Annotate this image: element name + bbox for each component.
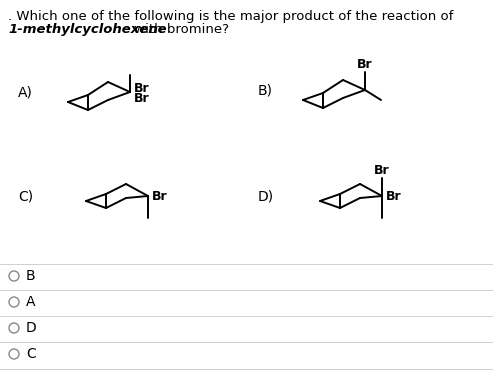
Text: 1-methylcyclohexene: 1-methylcyclohexene <box>8 23 167 36</box>
Text: D: D <box>26 321 37 335</box>
Text: Br: Br <box>357 58 373 71</box>
Text: C): C) <box>18 189 33 203</box>
Text: B): B) <box>258 83 273 97</box>
Text: A): A) <box>18 85 33 99</box>
Circle shape <box>9 271 19 281</box>
Text: Br: Br <box>386 189 402 202</box>
Text: Br: Br <box>134 81 149 94</box>
Text: C: C <box>26 347 36 361</box>
Text: with bromine?: with bromine? <box>130 23 229 36</box>
Text: A: A <box>26 295 35 309</box>
Text: B: B <box>26 269 35 283</box>
Text: Br: Br <box>374 164 389 176</box>
Circle shape <box>9 323 19 333</box>
Circle shape <box>9 349 19 359</box>
Text: D): D) <box>258 189 274 203</box>
Text: . Which one of the following is the major product of the reaction of: . Which one of the following is the majo… <box>8 10 454 23</box>
Text: Br: Br <box>152 189 168 202</box>
Text: Br: Br <box>134 93 149 106</box>
Circle shape <box>9 297 19 307</box>
